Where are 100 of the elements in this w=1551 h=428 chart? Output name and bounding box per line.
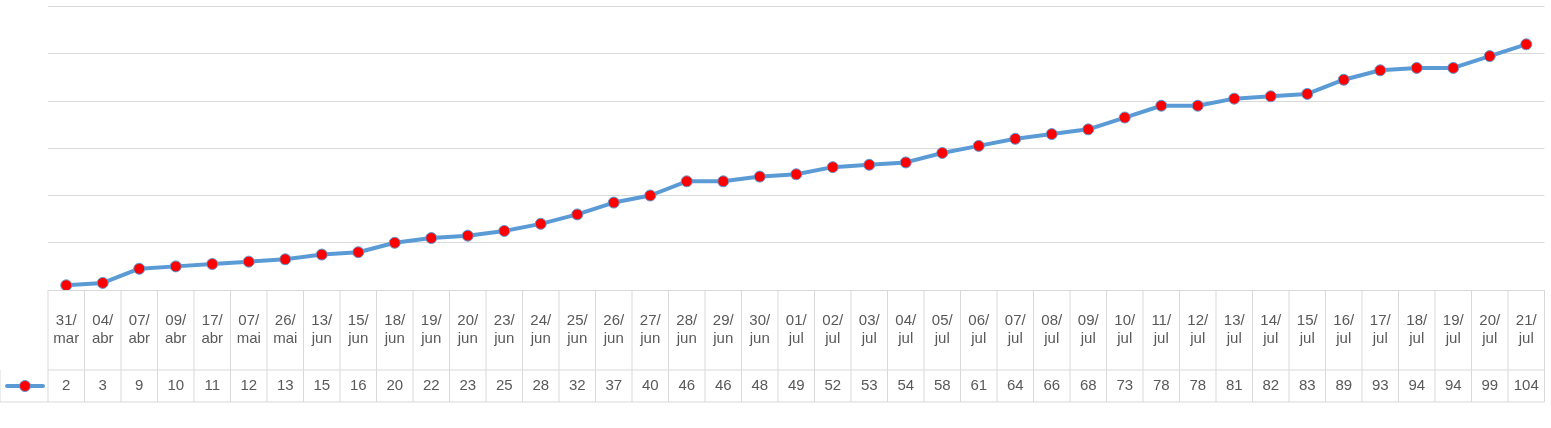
point [826,161,839,174]
point [899,156,912,169]
x-tick-label: 25/jun [566,311,589,347]
x-tick-label: 16/jul [1333,311,1355,347]
data-label: 68 [1079,376,1097,394]
point [717,175,730,188]
point [680,175,693,188]
point [1520,38,1533,51]
point [936,146,949,159]
data-label: 20 [386,376,404,394]
point [607,196,620,209]
x-tick-label: 02/jul [822,311,844,347]
data-label: 81 [1225,376,1243,394]
point [790,168,803,181]
x-tick-label: 13/jul [1223,311,1246,347]
x-tick-label: 26/jun [602,311,625,347]
x-tick-label: 04/jul [895,311,917,347]
point [1082,123,1095,136]
point [461,229,474,242]
point [1045,128,1058,141]
x-tick-label: 31/mar [53,311,80,347]
x-tick-label: 07/mai [236,311,261,347]
point [1483,50,1496,63]
point [206,258,219,271]
x-tick-label: 19/jun [420,311,443,347]
x-tick-label: 20/jul [1479,311,1501,347]
x-tick-label: 29/jun [712,311,735,347]
data-label: 82 [1262,376,1280,394]
x-tick-label: 18/jul [1406,311,1428,347]
data-label: 25 [495,376,513,394]
x-tick-label: 05/jul [931,311,954,347]
data-label: 23 [459,376,477,394]
point [315,248,328,261]
data-label: 83 [1298,376,1316,394]
data-label: 22 [422,376,440,394]
data-label: 94 [1408,376,1426,394]
x-tick-label: 11/jul [1151,311,1172,347]
data-label: 2 [62,376,71,394]
x-tick-label: 28/jun [675,311,698,347]
point [1264,90,1277,103]
x-tick-label: 12/jul [1187,311,1209,347]
data-label: 9 [135,376,144,394]
point [1447,61,1460,74]
data-label: 12 [240,376,258,394]
x-tick-label: 13/jun [310,311,333,347]
x-tick-label: 01/jul [785,311,808,347]
x-tick-label: 18/jun [383,311,406,347]
point [388,236,401,249]
data-label: 37 [605,376,623,394]
point [1155,99,1168,112]
x-tick-label: 07/abr [128,311,151,347]
x-tick-label: 15/jul [1296,311,1319,347]
data-label: 3 [98,376,107,394]
data-label: 46 [678,376,696,394]
data-label: 78 [1189,376,1207,394]
data-label: 54 [897,376,915,394]
point [425,232,438,245]
data-label: 104 [1513,376,1539,394]
x-tick-label: 15/jun [347,311,370,347]
point [352,246,365,259]
point [60,279,73,290]
x-tick-label: 26/mai [273,311,298,347]
x-tick-label: 14/jul [1260,311,1282,347]
data-label: 58 [933,376,951,394]
data-label: 94 [1444,376,1462,394]
x-tick-label: 27/jun [639,311,662,347]
point [1374,64,1387,77]
x-tick-label: 21/jul [1515,311,1538,347]
data-label: 15 [313,376,331,394]
data-label: 53 [860,376,878,394]
point [1009,132,1022,145]
x-tick-label: 08/jul [1041,311,1063,347]
point [863,158,876,171]
x-tick-label: 06/jul [968,311,990,347]
data-label: 11 [204,376,221,394]
data-label: 40 [641,376,659,394]
point [571,208,584,221]
x-tick-label: 04/abr [91,311,114,347]
x-tick-label: 09/jul [1077,311,1100,347]
point [169,260,182,273]
x-tick-label: 17/jul [1369,311,1392,347]
data-label: 73 [1116,376,1134,394]
data-label: 78 [1152,376,1170,394]
data-label: 89 [1335,376,1353,394]
data-label: 48 [751,376,769,394]
data-label: 99 [1481,376,1499,394]
x-tick-label: 20/jun [456,311,479,347]
point [1228,92,1241,105]
x-tick-label: 07/jul [1004,311,1027,347]
point [1301,87,1314,100]
data-label: 93 [1371,376,1389,394]
point [498,224,511,237]
point [133,262,146,275]
data-label: 16 [349,376,367,394]
data-label: 52 [824,376,842,394]
data-label: 66 [1043,376,1061,394]
point [1410,61,1423,74]
x-tick-label: 17/abr [201,311,224,347]
point [242,255,255,268]
point [534,217,547,230]
